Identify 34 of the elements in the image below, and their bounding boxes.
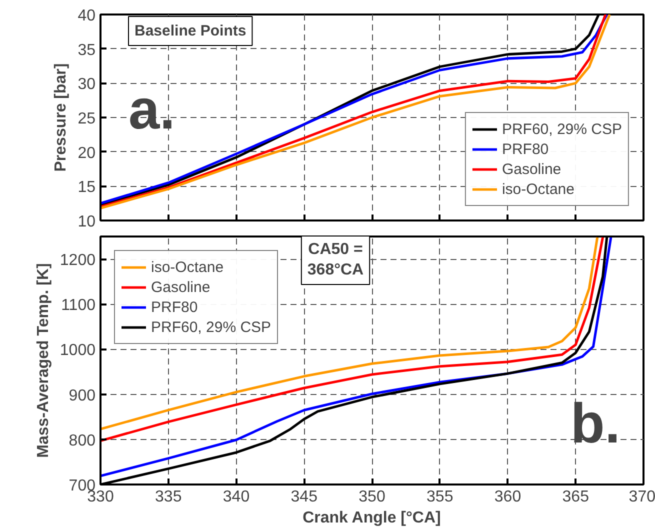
legend-label: Gasoline bbox=[151, 278, 210, 296]
y-tick-label: 1200 bbox=[60, 252, 96, 270]
y-tick-label: 10 bbox=[78, 214, 96, 230]
legend-label: PRF80 bbox=[502, 140, 549, 158]
legend-label: iso-Octane bbox=[151, 258, 224, 276]
y-axis-title: Mass-Averaged Temp. [K] bbox=[34, 263, 52, 458]
x-tick-label: 340 bbox=[222, 488, 250, 506]
y-tick-label: 35 bbox=[78, 42, 96, 59]
y-tick-label: 30 bbox=[78, 76, 96, 94]
y-tick-label: 800 bbox=[68, 432, 96, 450]
y-tick-label: 20 bbox=[78, 144, 96, 162]
legend-label: iso-Octane bbox=[502, 180, 574, 198]
x-tick-label: 370 bbox=[628, 488, 655, 506]
x-tick-label: 345 bbox=[290, 488, 318, 506]
legend-label: PRF80 bbox=[151, 298, 198, 316]
x-tick-label: 350 bbox=[358, 488, 386, 506]
y-tick-label: 40 bbox=[78, 8, 96, 24]
x-tick-label: 335 bbox=[155, 488, 182, 506]
annotation: Baseline Points bbox=[134, 22, 246, 40]
y-tick-label: 15 bbox=[78, 179, 96, 196]
legend-label: PRF60, 29% CSP bbox=[502, 120, 622, 138]
annotation: CA50 = 368°CA bbox=[307, 241, 364, 278]
x-axis-title: Crank Angle [°CA] bbox=[302, 510, 441, 526]
y-tick-label: 900 bbox=[68, 387, 96, 404]
x-tick-label: 355 bbox=[426, 488, 454, 506]
legend-label: Gasoline bbox=[502, 160, 562, 178]
y-tick-label: 1100 bbox=[61, 297, 96, 314]
y-axis-title: Pressure [bar] bbox=[52, 63, 70, 172]
x-tick-label: 365 bbox=[562, 488, 590, 506]
annotation: b. bbox=[570, 392, 620, 454]
y-tick-label: 1000 bbox=[60, 342, 96, 360]
x-tick-label: 360 bbox=[494, 488, 522, 506]
legend-label: PRF60, 29% CSP bbox=[151, 318, 272, 336]
y-tick-label: 25 bbox=[78, 110, 96, 128]
